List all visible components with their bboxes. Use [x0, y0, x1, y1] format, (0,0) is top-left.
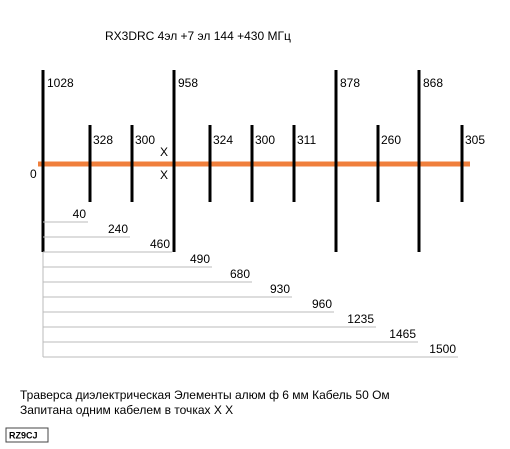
distance-label: 1500	[429, 342, 456, 356]
feed-mark: X	[160, 145, 168, 159]
feed-mark: X	[160, 168, 168, 182]
element-length: 958	[178, 76, 198, 90]
distance-label: 960	[312, 297, 332, 311]
note: Запитана одним кабелем в точках X X	[20, 403, 233, 417]
element-length: 300	[135, 133, 155, 147]
element-length: 300	[255, 133, 275, 147]
element-length: 1028	[47, 76, 74, 90]
origin-label: 0	[30, 167, 37, 181]
element-length: 868	[423, 76, 443, 90]
element-length: 311	[297, 133, 316, 147]
distance-label: 1465	[389, 327, 416, 341]
element-length: 878	[340, 76, 360, 90]
element-length: 305	[465, 133, 485, 147]
distance-label: 490	[190, 252, 210, 266]
distance-label: 680	[230, 267, 250, 281]
logo-box	[5, 427, 49, 443]
element-length: 328	[93, 133, 113, 147]
note: Траверса диэлектрическая Элементы алюм ф…	[20, 388, 390, 402]
distance-label: 1235	[347, 312, 374, 326]
element-length: 324	[213, 133, 233, 147]
distance-label: 460	[150, 237, 170, 251]
title: RX3DRC 4эл +7 эл 144 +430 МГц	[105, 29, 291, 43]
distance-label: 40	[73, 207, 87, 221]
distance-label: 240	[108, 222, 128, 236]
logo: RZ9CJ	[9, 430, 38, 440]
distance-label: 930	[270, 282, 290, 296]
element-length: 260	[381, 133, 401, 147]
